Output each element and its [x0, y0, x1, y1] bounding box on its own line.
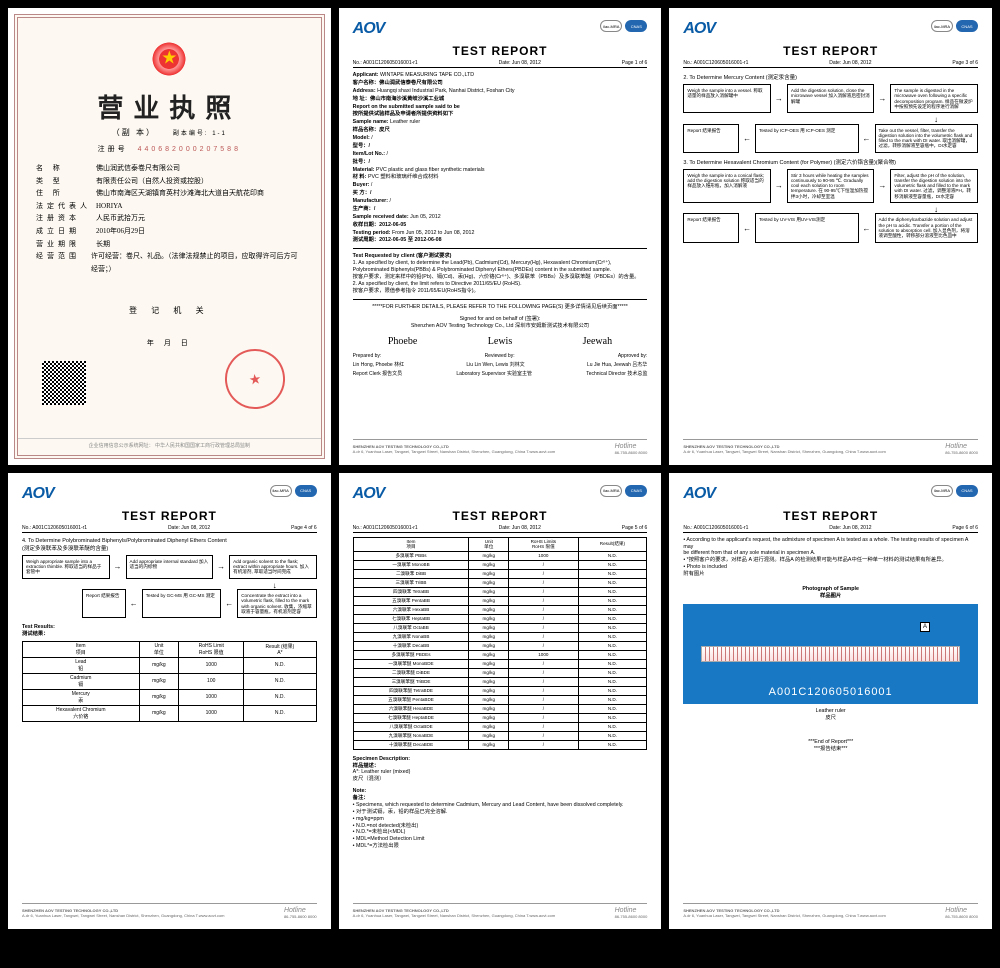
test-report-page-5: AOV ilac-MRACNAS TEST REPORT No.: A001C1… [339, 473, 662, 930]
document-grid: 营业执照 （副 本） 副本编号: 1-1 注册号 440682000207588… [0, 0, 1000, 937]
test-report-page-3: AOV ilac-MRACNAS TEST REPORT No.: A001C1… [669, 8, 992, 465]
cnas-badge: CNAS [625, 20, 647, 32]
license-fields: 名 称佛山润武信泰卷尺有限公司类 型有限责任公司（自然人投资或控股）住 所佛山市… [36, 162, 303, 275]
license-title: 营业执照 [36, 88, 303, 125]
pbb-table: Item 项目Unit 单位RoHS Limits RoHS 限值Result(… [353, 537, 648, 750]
test-report-page-6: AOV ilac-MRACNAS TEST REPORT No.: A001C1… [669, 473, 992, 930]
test-report-page-4: AOV ilac-MRACNAS TEST REPORT No.: A001C1… [8, 473, 331, 930]
photo-id: A001C120605016001 [683, 686, 978, 698]
official-seal-icon [221, 345, 289, 413]
license-subtitle: （副 本） 副本编号: 1-1 [36, 127, 303, 138]
test-report-page-1: AOV ilac-MRACNAS TEST REPORT No.: A001C1… [339, 8, 662, 465]
photo-tag: A [920, 622, 930, 632]
business-license-page: 营业执照 （副 本） 副本编号: 1-1 注册号 440682000207588… [8, 8, 331, 465]
qr-code-icon [42, 361, 86, 405]
ilac-badge: ilac-MRA [600, 20, 622, 32]
national-emblem-icon [146, 36, 192, 82]
ruler-sample [701, 646, 960, 662]
results-table: Item 项目Unit 单位RoHS Limit RoHS 限值Result (… [22, 641, 317, 722]
sample-photo: A A001C120605016001 [683, 604, 978, 704]
license-authority: 登 记 机 关 [36, 305, 303, 316]
signatures: PhoebeLewisJeewah [353, 336, 648, 347]
report-title: TEST REPORT [353, 44, 648, 58]
